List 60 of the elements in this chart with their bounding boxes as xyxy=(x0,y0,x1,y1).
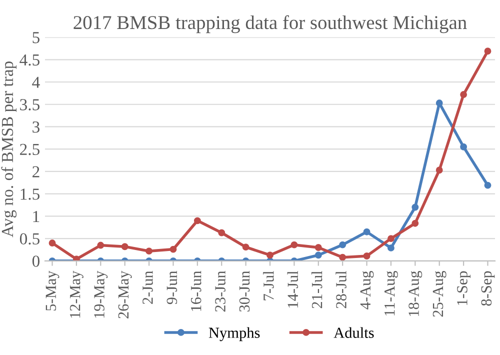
point xyxy=(460,91,468,98)
x-tick-label: 4-Aug xyxy=(360,270,374,310)
point xyxy=(363,252,370,260)
y-tick-label: 3.5 xyxy=(20,99,40,110)
x-tick-label: 26-May xyxy=(118,270,132,318)
legend-label: Nymphs xyxy=(208,327,260,342)
point xyxy=(339,241,346,248)
x-tick-label: 5-May xyxy=(46,270,60,310)
x-tick-label: 1-Sep xyxy=(457,271,470,305)
point xyxy=(290,241,298,248)
x-tick-label: 28-Jul xyxy=(336,270,346,308)
y-tick-label: 4.5 xyxy=(20,54,40,66)
point xyxy=(121,243,128,250)
y-tick-label: 3 xyxy=(32,121,40,133)
y-axis-title: Avg no. of BMSB per trap xyxy=(1,61,17,238)
y-tick-label: 2 xyxy=(32,166,40,178)
y-tick-label: 2.5 xyxy=(20,144,40,156)
x-tick-label: 25-Aug xyxy=(432,270,446,317)
y-tick-label: 0 xyxy=(32,256,40,267)
x-tick-label: 16-Jun xyxy=(190,270,202,311)
point xyxy=(48,240,56,247)
point xyxy=(484,182,492,189)
point xyxy=(436,100,443,106)
point xyxy=(266,252,274,259)
x-tick-label: 21-Jul xyxy=(311,270,322,308)
x-tick-label: 7-Jul xyxy=(263,270,274,300)
point xyxy=(146,248,153,255)
point xyxy=(242,244,250,251)
y-tick-label: 4 xyxy=(32,76,40,88)
point xyxy=(387,244,394,252)
x-tick-label: 18-Aug xyxy=(408,270,422,316)
point xyxy=(194,217,201,224)
x-tick-label: 2-Jun xyxy=(142,270,153,304)
x-tick-label: 23-Jun xyxy=(215,270,226,312)
x-tick-label: 12-May xyxy=(70,270,84,318)
point xyxy=(218,229,226,236)
point xyxy=(412,204,419,211)
y-tick-label: 0.5 xyxy=(20,233,40,245)
point xyxy=(412,220,419,227)
point xyxy=(363,228,370,236)
y-tick-label: 5 xyxy=(32,32,40,44)
point xyxy=(436,166,443,174)
y-tick-label: 1.5 xyxy=(20,188,40,200)
chart-title: 2017 BMSB trapping data for southwest Michigan xyxy=(74,15,467,34)
x-tick-label: 19-May xyxy=(94,270,108,318)
point xyxy=(387,235,394,242)
x-tick-label: 14-Jul xyxy=(287,270,298,308)
point xyxy=(484,48,492,55)
x-tick-label: 11-Aug xyxy=(384,270,398,316)
y-tick-label: 1 xyxy=(33,210,40,222)
x-tick-label: 30-Jun xyxy=(239,270,250,312)
legend-label: Adults xyxy=(334,327,374,338)
point xyxy=(460,143,468,150)
x-tick-label: 9-Jun xyxy=(166,270,178,304)
point xyxy=(339,254,346,261)
point xyxy=(314,244,322,251)
point xyxy=(314,252,322,259)
point xyxy=(170,246,177,253)
point xyxy=(97,242,104,249)
x-tick-label: 8-Sep xyxy=(481,271,495,306)
